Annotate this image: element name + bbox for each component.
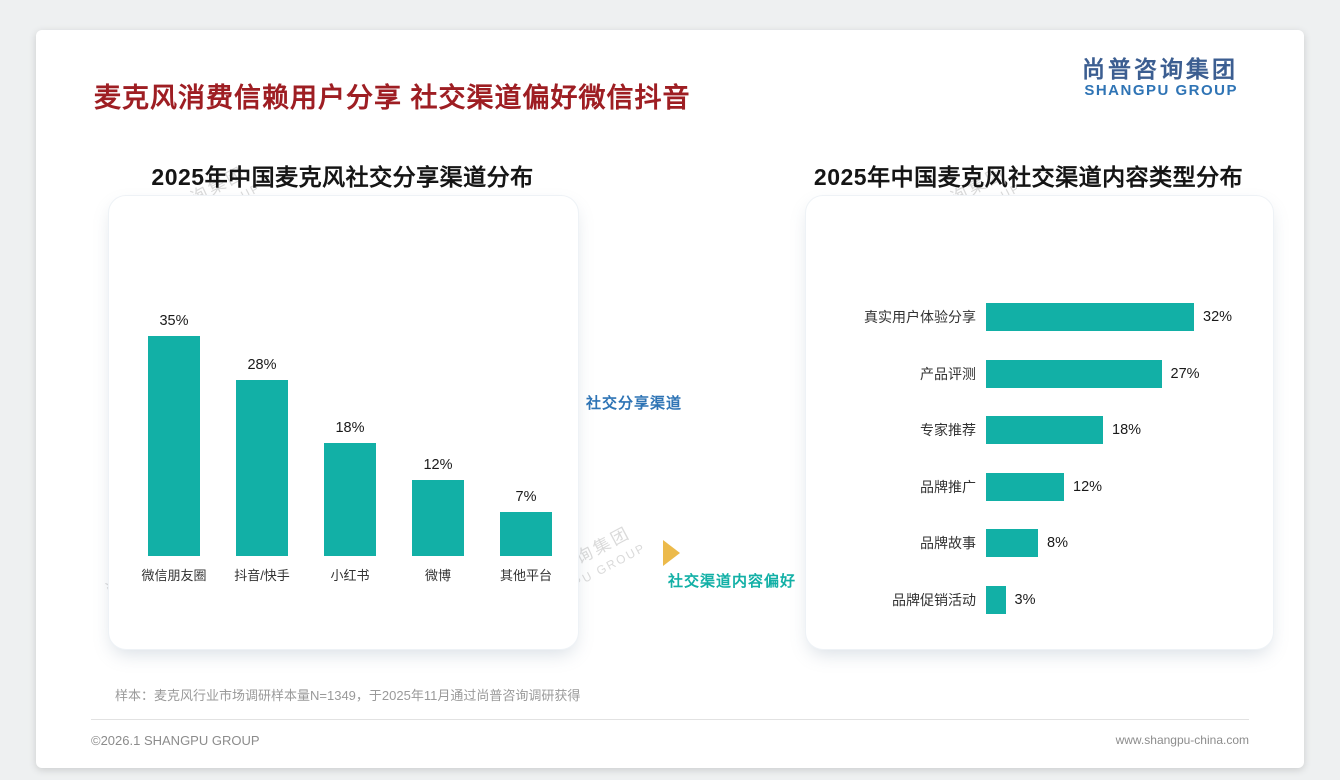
bar-category-label: 微博	[424, 568, 451, 583]
bar-value-label: 27%	[1170, 365, 1200, 382]
bar-value-label: 12%	[1073, 478, 1103, 495]
logo-chinese-text: 尚普咨询集团	[1082, 56, 1238, 82]
right-chart-title: 2025年中国麦克风社交渠道内容类型分布	[813, 164, 1244, 190]
annotation-share-channel: 社交分享渠道	[586, 395, 683, 412]
bar	[412, 480, 464, 556]
bar-category-label: 产品评测	[920, 365, 976, 382]
footer-website: www.shangpu-china.com	[1115, 733, 1249, 747]
bar-value-label: 18%	[1112, 422, 1142, 439]
bar-category-label: 抖音/快手	[234, 568, 290, 583]
bar-column: 28% 抖音/快手	[218, 357, 306, 595]
arrow-right-icon	[663, 540, 680, 566]
bar	[986, 359, 1162, 388]
sample-note: 样本：麦克风行业市场调研样本量N=1349，于2025年11月通过尚普咨询调研获…	[115, 688, 581, 703]
bar	[500, 511, 552, 556]
content-type-chart: 真实用户体验分享 32% 产品评测 27% 专家推荐 18% 品牌推广 12% 品牌故事 8% 品牌…	[836, 289, 1266, 628]
bar-row: 真实用户体验分享 32%	[836, 289, 1266, 346]
bar-column: 18% 小红书	[306, 420, 394, 595]
bar-column: 7% 其他平台	[482, 489, 570, 595]
company-logo: 尚普咨询集团 SHANGPU GROUP	[1082, 56, 1238, 100]
bar-value-label: 12%	[423, 457, 453, 474]
bar-column: 12% 微博	[394, 457, 482, 595]
bar-value-label: 18%	[335, 419, 365, 436]
bar-value-label: 35%	[159, 312, 189, 329]
bar-column: 35% 微信朋友圈	[130, 313, 218, 596]
footer-copyright: ©2026.1 SHANGPU GROUP	[91, 733, 260, 748]
bar-row: 品牌促销活动 3%	[836, 572, 1266, 629]
bar-value-label: 32%	[1203, 309, 1233, 326]
bar	[986, 529, 1038, 558]
bar	[986, 416, 1103, 445]
bar-row: 产品评测 27%	[836, 346, 1266, 403]
bar-value-label: 7%	[515, 488, 537, 505]
bar-category-label: 微信朋友圈	[141, 568, 207, 583]
bar	[324, 442, 376, 556]
share-channel-chart: 35% 微信朋友圈 28% 抖音/快手 18% 小红书 12% 微博 7% 其他平台	[130, 313, 570, 596]
annotation-content-preference: 社交渠道内容偏好	[668, 573, 797, 590]
bar-category-label: 品牌推广	[920, 478, 976, 495]
bar-value-label: 28%	[247, 356, 277, 373]
bar	[986, 303, 1194, 332]
bar-value-label: 8%	[1047, 535, 1068, 552]
bar	[236, 379, 288, 556]
footer: ©2026.1 SHANGPU GROUP www.shangpu-china.…	[91, 719, 1249, 748]
bar-category-label: 小红书	[330, 568, 370, 583]
bar-category-label: 真实用户体验分享	[864, 309, 976, 326]
bar-category-label: 专家推荐	[920, 422, 976, 439]
bar-row: 品牌推广 12%	[836, 459, 1266, 516]
bar	[986, 585, 1006, 614]
bar-category-label: 其他平台	[499, 568, 552, 583]
bar-category-label: 品牌促销活动	[892, 591, 976, 608]
bar-row: 品牌故事 8%	[836, 515, 1266, 572]
logo-english-text: SHANGPU GROUP	[1084, 82, 1238, 100]
page-title: 麦克风消费信赖用户分享 社交渠道偏好微信抖音	[94, 83, 691, 113]
bar	[148, 335, 200, 556]
bar-row: 专家推荐 18%	[836, 402, 1266, 459]
bar	[986, 472, 1064, 501]
bar-category-label: 品牌故事	[920, 535, 976, 552]
slide-card: 麦克风消费信赖用户分享 社交渠道偏好微信抖音 尚普咨询集团 SHANGPU GR…	[36, 30, 1304, 768]
bar-value-label: 3%	[1014, 591, 1036, 608]
left-chart-title: 2025年中国麦克风社交分享渠道分布	[151, 164, 534, 190]
